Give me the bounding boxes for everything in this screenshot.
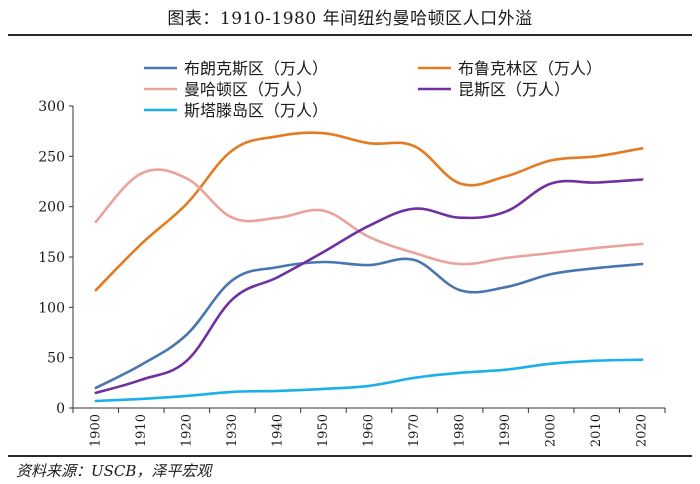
y-tick-label: 0 bbox=[56, 401, 65, 417]
x-tick-label: 2020 bbox=[635, 414, 650, 447]
x-tick-label: 2000 bbox=[544, 414, 559, 447]
x-tick-label: 1970 bbox=[407, 414, 422, 447]
x-tick-label: 2010 bbox=[589, 414, 604, 447]
x-tick-label: 1950 bbox=[316, 414, 331, 447]
x-tick-label: 1900 bbox=[88, 414, 103, 447]
y-tick-label: 100 bbox=[38, 300, 65, 316]
legend-label: 昆斯区（万人） bbox=[458, 80, 570, 99]
y-tick-label: 200 bbox=[38, 200, 65, 216]
chart-axes: 0 50 100 150 200 250 300 1900 1910 1920 1930 1940 19… bbox=[38, 99, 666, 447]
x-tick-label: 1940 bbox=[270, 414, 285, 447]
chart-legend: 布朗克斯区（万人） 布鲁克林区（万人） 曼哈顿区（万人） 昆斯区（万人） 斯塔滕岛区（万… bbox=[144, 59, 602, 120]
legend-label: 曼哈顿区（万人） bbox=[184, 80, 312, 99]
chart-series bbox=[94, 131, 644, 403]
title-rule bbox=[8, 34, 692, 36]
source-rule bbox=[8, 455, 692, 457]
x-tick-label: 1990 bbox=[498, 414, 513, 447]
legend-label: 布朗克斯区（万人） bbox=[184, 59, 328, 78]
y-tick-label: 50 bbox=[47, 351, 65, 367]
legend-label: 斯塔滕岛区（万人） bbox=[184, 101, 328, 120]
series-line-3 bbox=[94, 168, 644, 266]
chart-title: 图表：1910-1980 年间纽约曼哈顿区人口外溢 bbox=[167, 9, 533, 29]
series-line-2 bbox=[94, 131, 644, 292]
legend-label: 布鲁克林区（万人） bbox=[458, 59, 602, 78]
y-tick-label: 250 bbox=[38, 149, 65, 165]
series-line-5 bbox=[94, 358, 644, 403]
x-tick-label: 1920 bbox=[179, 414, 194, 447]
x-tick-label: 1960 bbox=[362, 414, 377, 447]
x-tick-label: 1910 bbox=[134, 414, 149, 447]
y-tick-label: 150 bbox=[38, 250, 65, 266]
x-tick-label: 1930 bbox=[225, 414, 240, 447]
series-line-1 bbox=[94, 257, 644, 390]
y-tick-label: 300 bbox=[38, 99, 65, 115]
series-line-4 bbox=[94, 178, 644, 395]
x-tick-label: 1980 bbox=[453, 414, 468, 447]
source-note: 资料来源：USCB，泽平宏观 bbox=[16, 462, 212, 480]
